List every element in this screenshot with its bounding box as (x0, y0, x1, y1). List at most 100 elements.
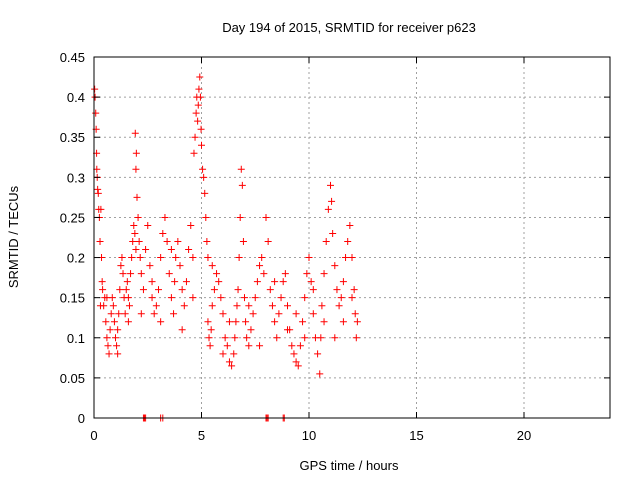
data-point (176, 262, 184, 270)
data-point (167, 294, 175, 302)
data-point (105, 350, 113, 358)
data-point (318, 302, 326, 310)
data-point (225, 318, 233, 326)
data-point (342, 254, 350, 262)
data-point (279, 278, 287, 286)
data-point (208, 262, 216, 270)
data-point (148, 294, 156, 302)
data-point (132, 246, 140, 254)
data-point (205, 334, 213, 342)
data-point (225, 358, 233, 366)
data-point (268, 302, 276, 310)
data-point (348, 294, 356, 302)
data-point (91, 85, 99, 93)
data-point (165, 270, 173, 278)
data-point (324, 205, 332, 213)
data-point (152, 302, 160, 310)
data-point (125, 302, 133, 310)
data-point (307, 278, 315, 286)
data-point (284, 302, 291, 310)
chart-title: Day 194 of 2015, SRMTID for receiver p62… (222, 20, 476, 35)
data-point (178, 286, 186, 294)
data-point (266, 286, 274, 294)
data-point (103, 294, 111, 302)
data-point (142, 246, 150, 254)
data-point (94, 189, 102, 197)
data-point (96, 302, 104, 310)
data-point (335, 302, 343, 310)
data-point (201, 189, 209, 197)
data-point (196, 93, 204, 101)
data-point (113, 342, 121, 350)
data-point (127, 270, 135, 278)
data-point (327, 181, 334, 189)
data-point (139, 286, 147, 294)
y-tick-label: 0.2 (67, 251, 85, 266)
x-tick-label: 15 (409, 428, 423, 443)
data-point (238, 181, 246, 189)
data-point (134, 213, 142, 221)
data-point (99, 286, 107, 294)
x-tick-label: 5 (198, 428, 205, 443)
data-point (196, 73, 204, 81)
data-point (132, 165, 140, 173)
data-point (253, 278, 261, 286)
data-point (137, 270, 145, 278)
y-axis-label: SRMTID / TECUs (6, 185, 21, 288)
data-point (136, 254, 144, 262)
data-point (133, 193, 141, 201)
data-point (109, 302, 117, 310)
data-point (199, 165, 207, 173)
data-point (258, 254, 266, 262)
data-point (198, 141, 205, 149)
y-tick-label: 0.15 (60, 291, 85, 306)
data-point (337, 294, 345, 302)
y-tick-label: 0.05 (60, 371, 85, 386)
grid (94, 57, 610, 418)
data-point (178, 326, 186, 334)
data-point (262, 213, 270, 221)
data-point (273, 334, 281, 342)
data-point (292, 310, 300, 318)
data-point (301, 294, 309, 302)
data-point (180, 302, 188, 310)
data-point (112, 334, 119, 342)
x-axis-label: GPS time / hours (300, 458, 399, 473)
data-point (148, 278, 156, 286)
data-point (150, 310, 158, 318)
data-point (159, 229, 167, 237)
data-point (122, 286, 130, 294)
data-point (114, 350, 122, 358)
data-point (328, 197, 336, 205)
data-point (190, 149, 198, 157)
data-point (116, 286, 124, 294)
data-point (118, 254, 126, 262)
points-layer (91, 73, 361, 422)
data-point (322, 238, 330, 246)
y-tick-label: 0 (78, 411, 85, 426)
data-point (292, 358, 300, 366)
data-point (352, 334, 360, 342)
data-point (221, 334, 229, 342)
plot-frame (93, 56, 611, 419)
data-point (245, 302, 253, 310)
data-point (344, 238, 352, 246)
data-point (239, 238, 247, 246)
data-point (210, 286, 218, 294)
data-point (309, 286, 317, 294)
y-tick-label: 0.25 (60, 210, 85, 225)
data-point (353, 318, 361, 326)
data-point (185, 246, 193, 254)
data-point (241, 294, 248, 302)
data-point (194, 101, 202, 109)
data-point (124, 318, 132, 326)
data-point (171, 278, 179, 286)
data-point (351, 310, 359, 318)
data-point (187, 221, 195, 229)
data-point (231, 334, 239, 342)
data-point (161, 213, 169, 221)
data-point (132, 149, 140, 157)
data-point (208, 302, 216, 310)
